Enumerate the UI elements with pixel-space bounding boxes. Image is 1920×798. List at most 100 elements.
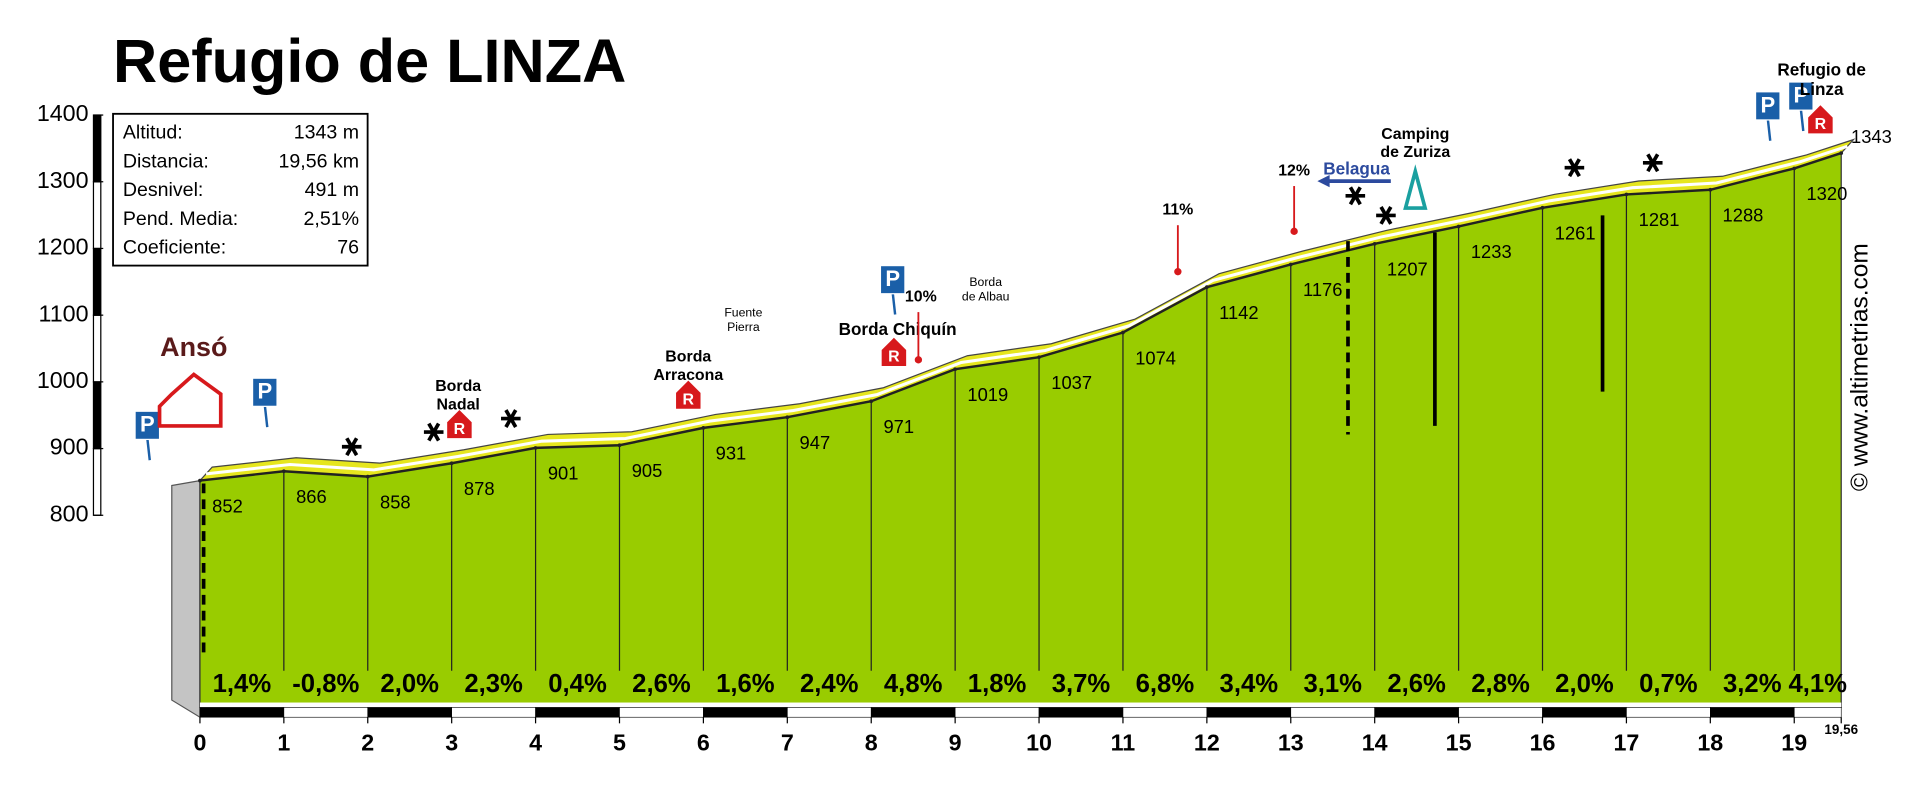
elevation-point bbox=[1708, 187, 1713, 192]
annotation: Linza bbox=[1800, 79, 1844, 99]
x-tick-label: 12 bbox=[1194, 729, 1220, 755]
refuge-sign bbox=[1808, 105, 1833, 134]
elevation-point bbox=[1624, 192, 1629, 197]
annotation: Fuente bbox=[724, 306, 762, 320]
elevation-point bbox=[1839, 151, 1844, 155]
gradient-label: -0,8% bbox=[292, 670, 359, 698]
annotation: Borda bbox=[969, 275, 1002, 289]
x-tick-label: 4 bbox=[529, 729, 542, 755]
band-segment bbox=[451, 707, 536, 718]
refuge-letter: R bbox=[888, 349, 900, 366]
gradient-label: 3,2% bbox=[1723, 670, 1782, 698]
viewpoint-star bbox=[1567, 158, 1581, 178]
x-tick-label: 10 bbox=[1026, 729, 1052, 755]
viewpoint-star bbox=[1348, 186, 1362, 206]
parking-post bbox=[146, 438, 151, 461]
axis-segment bbox=[92, 314, 102, 383]
parking-sign bbox=[879, 264, 906, 295]
gradient-pointer-dot bbox=[1174, 268, 1182, 276]
viewpoint-star bbox=[427, 422, 441, 442]
band-segment bbox=[1793, 707, 1842, 718]
refuge-letter: R bbox=[683, 391, 695, 408]
annotation: de Albau bbox=[962, 290, 1010, 304]
gradient-label: 2,4% bbox=[800, 670, 859, 698]
y-tick-label: 1400 bbox=[37, 100, 89, 126]
band-segment bbox=[367, 707, 452, 718]
parking-sign bbox=[1787, 81, 1814, 111]
parking-letter: P bbox=[257, 379, 272, 404]
x-tick-label: 5 bbox=[613, 729, 626, 755]
gradient-label: 0,4% bbox=[548, 670, 607, 698]
info-value: 1343 m bbox=[294, 122, 359, 144]
x-tick-label: 11 bbox=[1111, 729, 1136, 755]
band-segment bbox=[1542, 707, 1627, 718]
elevation-label: 947 bbox=[800, 432, 831, 453]
gradient-label: 2,6% bbox=[1387, 670, 1446, 698]
band-segment bbox=[870, 707, 956, 718]
gradient-label: 3,4% bbox=[1220, 670, 1279, 698]
axis-segment bbox=[92, 247, 102, 316]
axis-segment bbox=[92, 381, 102, 450]
gradient-label: 1,4% bbox=[213, 670, 272, 698]
parking-letter: P bbox=[1760, 92, 1775, 117]
gradient-label: 4,8% bbox=[884, 670, 943, 698]
elevation-point bbox=[1792, 166, 1797, 171]
info-value: 76 bbox=[337, 237, 359, 259]
parking-letter: P bbox=[1793, 83, 1808, 108]
gradient-label: 2,0% bbox=[380, 670, 439, 698]
parking-post bbox=[1766, 118, 1772, 141]
gradient-label: 3,1% bbox=[1303, 670, 1362, 698]
band-segment bbox=[1710, 707, 1795, 718]
elevation-label: 878 bbox=[464, 478, 495, 499]
x-tick-label: 3 bbox=[445, 729, 458, 755]
band-segment bbox=[703, 707, 788, 718]
elevation-label: 901 bbox=[548, 463, 579, 484]
elevation-label: 1019 bbox=[967, 384, 1008, 405]
gradient-label: 2,6% bbox=[632, 670, 691, 698]
gradient-pointer-dot bbox=[914, 356, 923, 364]
annotation: Pierra bbox=[727, 320, 760, 334]
viewpoint-star bbox=[504, 409, 518, 428]
elevation-label: 1142 bbox=[1219, 302, 1258, 323]
x-tick-label: 8 bbox=[865, 729, 878, 755]
band-segment bbox=[1290, 707, 1375, 718]
elevation-label: 1281 bbox=[1639, 209, 1680, 230]
x-tick-label: 2 bbox=[361, 729, 374, 755]
refuge-sign bbox=[676, 380, 701, 409]
parking-post bbox=[891, 292, 897, 315]
elevation-label: 866 bbox=[296, 486, 327, 507]
x-tick-label: 1 bbox=[277, 729, 290, 755]
chart-title: Refugio de LINZA bbox=[113, 27, 626, 95]
info-value: 491 m bbox=[305, 179, 359, 201]
x-tick-label: 18 bbox=[1697, 729, 1723, 755]
annotation: de Zuriza bbox=[1380, 144, 1450, 161]
info-label: Distancia: bbox=[123, 150, 209, 172]
elevation-label: 858 bbox=[380, 491, 411, 512]
x-tick-label: 0 bbox=[193, 729, 206, 755]
gradient-pointer-dot bbox=[1290, 227, 1298, 235]
elevation-point bbox=[1037, 355, 1041, 360]
axis-segment bbox=[92, 114, 102, 183]
elevation-point bbox=[533, 446, 538, 450]
band-segment bbox=[954, 707, 1040, 718]
x-tick-label: 15 bbox=[1446, 729, 1472, 755]
parking-post bbox=[263, 404, 269, 428]
elevation-point bbox=[869, 399, 874, 404]
annotation: Ansó bbox=[160, 332, 227, 362]
elevation-point bbox=[1456, 224, 1461, 229]
band-segment bbox=[199, 707, 285, 718]
gradient-label: 1,6% bbox=[716, 670, 775, 698]
elevation-point bbox=[449, 461, 454, 466]
belagua-arrowhead bbox=[1317, 175, 1330, 188]
town-icon bbox=[157, 372, 223, 428]
elevation-point bbox=[953, 367, 957, 372]
x-tick-label: 17 bbox=[1613, 729, 1639, 755]
x-tick-label: 14 bbox=[1362, 729, 1388, 755]
refuge-letter: R bbox=[1815, 116, 1827, 133]
info-box bbox=[112, 112, 369, 267]
x-tick-label: 7 bbox=[781, 729, 794, 755]
parking-post bbox=[1799, 108, 1805, 132]
elevation-point bbox=[1372, 241, 1377, 246]
elevation-label: 931 bbox=[716, 443, 747, 464]
elevation-point bbox=[1540, 205, 1545, 210]
